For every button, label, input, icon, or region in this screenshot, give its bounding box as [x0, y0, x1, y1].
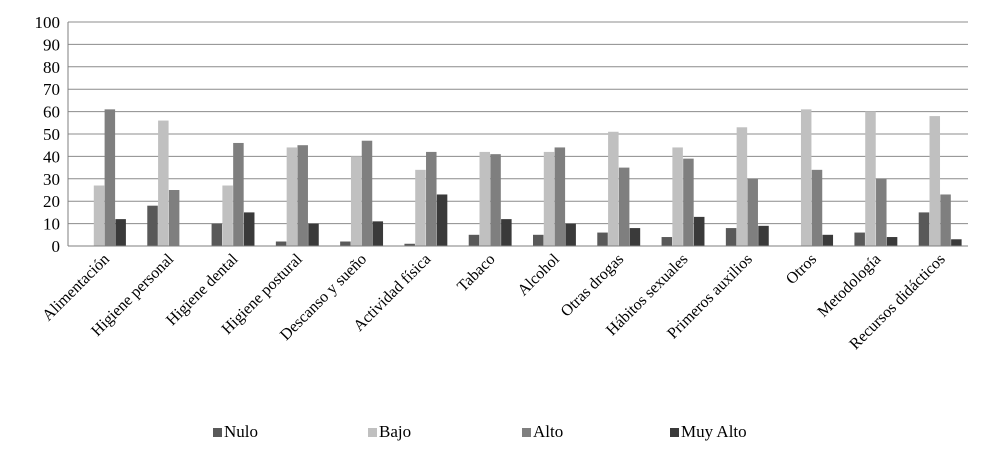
category-label: Metodología [815, 251, 885, 321]
bar-nulo [275, 241, 287, 246]
bar-alto [426, 151, 437, 246]
bar-bajo [93, 185, 105, 246]
legend-label: Alto [533, 422, 563, 441]
bar-bajo [222, 185, 233, 246]
bar-nulo [597, 232, 608, 246]
y-tick-label: 30 [43, 170, 60, 189]
bar-bajo [286, 147, 298, 246]
bar-muy-alto [243, 212, 255, 246]
bar-muy-alto [693, 216, 705, 246]
y-tick-label: 20 [43, 192, 60, 211]
bar-alto [168, 190, 180, 246]
bars [93, 109, 962, 246]
category-label: Otras drogas [558, 251, 628, 321]
legend-label: Bajo [379, 422, 411, 441]
legend-swatch [522, 428, 531, 437]
bar-nulo [918, 212, 930, 246]
bar-alto [233, 142, 244, 246]
bar-muy-alto [951, 239, 962, 246]
bar-alto [490, 154, 501, 246]
y-tick-label: 100 [35, 13, 61, 32]
bar-muy-alto [565, 223, 576, 246]
bar-bajo [800, 109, 812, 246]
bar-bajo [608, 131, 619, 246]
bar-alto [297, 145, 308, 246]
bar-bajo [929, 116, 941, 246]
bar-alto [104, 109, 116, 246]
bar-alto [940, 194, 951, 246]
bar-muy-alto [822, 234, 834, 246]
y-tick-label: 70 [43, 80, 60, 99]
bar-alto [876, 178, 887, 246]
bar-nulo [725, 228, 737, 246]
legend-swatch [368, 428, 377, 437]
bar-nulo [468, 234, 480, 246]
y-tick-label: 80 [43, 58, 60, 77]
legend-label: Nulo [224, 422, 258, 441]
bar-nulo [147, 205, 158, 246]
bar-muy-alto [501, 219, 512, 246]
bar-bajo [543, 151, 555, 246]
bar-alto [554, 147, 566, 246]
y-tick-label: 60 [43, 103, 60, 122]
bar-nulo [533, 234, 544, 246]
bar-alto [683, 158, 694, 246]
bar-muy-alto [436, 194, 448, 246]
legend: Nulo Bajo Alto Muy Alto [213, 422, 747, 441]
bar-muy-alto [372, 221, 384, 246]
category-label: Tabaco [454, 251, 499, 296]
bar-alto [811, 169, 823, 246]
bar-bajo [672, 147, 683, 246]
gridlines [68, 21, 968, 247]
y-axis-tick-labels: 0 10 20 30 40 50 60 70 80 90 100 [35, 13, 61, 256]
bar-alto [618, 167, 630, 246]
bar-nulo [340, 241, 351, 246]
bar-bajo [158, 120, 169, 246]
bar-alto [747, 178, 758, 246]
y-tick-label: 50 [43, 125, 60, 144]
bar-muy-alto [629, 228, 641, 246]
y-tick-label: 90 [43, 35, 60, 54]
legend-label: Muy Alto [681, 422, 747, 441]
y-tick-label: 0 [52, 237, 61, 256]
bar-bajo [415, 169, 426, 246]
bar-muy-alto [308, 223, 319, 246]
bar-bajo [865, 111, 876, 246]
bar-bajo [350, 156, 362, 246]
bar-alto [361, 140, 373, 246]
bar-muy-alto [115, 219, 126, 246]
bar-bajo [479, 151, 491, 246]
y-tick-label: 40 [43, 147, 60, 166]
category-label: Otros [783, 251, 820, 288]
bar-muy-alto [758, 225, 769, 246]
legend-swatch [213, 428, 222, 437]
axes [67, 22, 968, 247]
y-tick-label: 10 [43, 215, 60, 234]
bar-muy-alto [886, 237, 898, 246]
bar-nulo [661, 237, 673, 246]
category-label: Alcohol [515, 250, 564, 299]
bar-nulo [404, 243, 415, 246]
bar-nulo [211, 223, 223, 246]
bar-bajo [736, 127, 748, 246]
legend-swatch [670, 428, 679, 437]
bar-nulo [854, 232, 865, 246]
